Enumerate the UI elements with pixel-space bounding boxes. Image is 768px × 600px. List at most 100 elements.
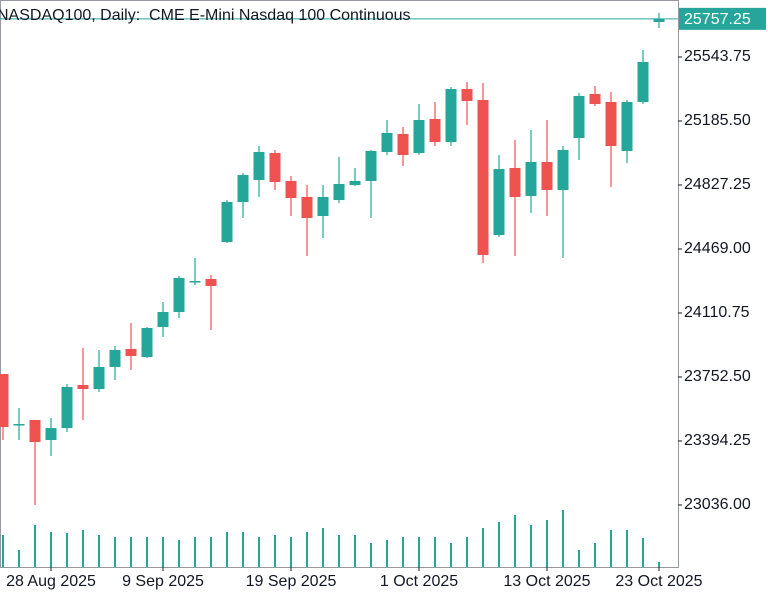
- x-tick-label: 28 Aug 2025: [6, 573, 96, 590]
- volume-bar: [290, 537, 292, 567]
- x-tick-label: 23 Oct 2025: [615, 573, 702, 590]
- candle-body: [269, 152, 281, 182]
- volume-bar: [338, 535, 340, 567]
- candle-body: [509, 168, 521, 197]
- candle-body: [0, 373, 9, 428]
- volume-bar: [594, 543, 596, 567]
- volume-bar: [146, 537, 148, 567]
- y-tick-label: 23752.50: [684, 368, 751, 385]
- volume-bar: [98, 535, 100, 567]
- candle-body: [93, 366, 105, 390]
- x-tick-label: 19 Sep 2025: [246, 573, 337, 590]
- candle-body: [189, 280, 201, 283]
- candle-body: [477, 99, 489, 255]
- volume-bar: [418, 537, 420, 567]
- volume-bar: [402, 537, 404, 567]
- volume-bar: [306, 532, 308, 567]
- volume-bar: [562, 510, 564, 567]
- y-tick-label: 23036.00: [684, 496, 751, 513]
- volume-bar: [626, 530, 628, 567]
- volume-bar: [210, 537, 212, 567]
- volume-bar: [450, 543, 452, 567]
- volume-bar: [50, 532, 52, 567]
- volume-bar: [466, 537, 468, 567]
- volume-bar: [178, 540, 180, 567]
- candle-body: [237, 175, 249, 202]
- price-label-box: [679, 7, 766, 30]
- y-tick-label: 24469.00: [684, 240, 751, 257]
- volume-bar: [130, 537, 132, 567]
- candle-body: [573, 95, 585, 138]
- y-tick-label: 24827.25: [684, 176, 751, 193]
- candle-body: [429, 119, 441, 142]
- volume-bar: [386, 540, 388, 567]
- candle-body: [653, 18, 665, 23]
- plot-frame: [0, 0, 679, 568]
- candle-body: [525, 162, 537, 196]
- y-tick-label: 23394.25: [684, 432, 751, 449]
- candle-body: [365, 150, 377, 181]
- chart-title: NASDAQ100, Daily: CME E-Mini Nasdaq 100 …: [0, 7, 411, 24]
- candle-body: [621, 101, 633, 151]
- candle-body: [141, 327, 153, 357]
- candle-body: [29, 420, 41, 443]
- candle-body: [493, 169, 505, 235]
- candle-body: [125, 348, 137, 356]
- volume-bar: [578, 550, 580, 567]
- candle-body: [349, 180, 361, 185]
- volume-bar: [34, 525, 36, 567]
- volume-bar: [658, 562, 660, 567]
- volume-bar: [482, 528, 484, 567]
- volume-bar: [242, 532, 244, 567]
- volume-bar: [82, 530, 84, 567]
- price-label: 25757.25: [684, 11, 751, 28]
- volume-bar: [514, 515, 516, 567]
- candle-body: [541, 162, 553, 190]
- candle-body: [317, 196, 329, 217]
- volume-bar: [226, 532, 228, 567]
- candle-body: [13, 424, 25, 426]
- volume-bar: [258, 537, 260, 567]
- candle-body: [445, 88, 457, 142]
- volume-bar: [162, 537, 164, 567]
- volume-bar: [530, 525, 532, 567]
- y-tick-label: 24110.75: [684, 304, 750, 321]
- candle-body: [253, 151, 265, 180]
- volume-bar: [114, 537, 116, 567]
- volume-bar: [2, 535, 4, 567]
- volume-bar: [274, 535, 276, 567]
- candle-body: [221, 201, 233, 242]
- volume-bar: [498, 522, 500, 567]
- candle-body: [637, 62, 649, 102]
- candle-body: [413, 120, 425, 153]
- candle-body: [45, 428, 57, 441]
- candle-body: [173, 277, 185, 313]
- volume-bar: [354, 535, 356, 567]
- candle-body: [205, 278, 217, 286]
- volume-bar: [194, 537, 196, 567]
- candle-body: [589, 93, 601, 105]
- candle-body: [285, 180, 297, 198]
- y-tick-label: 25543.75: [684, 48, 751, 65]
- candle-body: [61, 386, 73, 429]
- candle-body: [77, 384, 89, 390]
- volume-bar: [66, 533, 68, 567]
- candle-body: [157, 312, 169, 327]
- volume-bar: [434, 537, 436, 567]
- volume-bar: [322, 528, 324, 567]
- x-tick-label: 1 Oct 2025: [380, 573, 458, 590]
- candle-body: [109, 349, 121, 367]
- candle-body: [397, 133, 409, 156]
- x-tick-label: 9 Sep 2025: [122, 573, 204, 590]
- candle-body: [461, 88, 473, 101]
- volume-bar: [642, 538, 644, 567]
- volume-bar: [546, 520, 548, 567]
- candle-body: [301, 196, 313, 219]
- x-tick-label: 13 Oct 2025: [503, 573, 590, 590]
- volume-bar: [610, 530, 612, 567]
- volume-bar: [370, 543, 372, 567]
- candle-body: [605, 101, 617, 146]
- candle-body: [381, 132, 393, 152]
